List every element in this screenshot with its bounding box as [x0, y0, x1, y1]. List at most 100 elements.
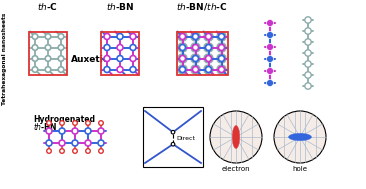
- Circle shape: [58, 45, 64, 50]
- Ellipse shape: [288, 133, 311, 141]
- Text: $\it{th}$-BN: $\it{th}$-BN: [33, 121, 57, 132]
- Circle shape: [203, 64, 214, 75]
- Circle shape: [210, 111, 262, 163]
- Circle shape: [216, 42, 227, 53]
- Circle shape: [205, 33, 212, 40]
- Circle shape: [219, 67, 224, 73]
- Circle shape: [171, 142, 175, 146]
- Text: Hydrogenated: Hydrogenated: [33, 115, 95, 123]
- Text: electron: electron: [222, 166, 250, 172]
- Circle shape: [130, 67, 136, 73]
- Circle shape: [98, 128, 104, 134]
- Circle shape: [86, 121, 90, 125]
- Circle shape: [117, 33, 123, 40]
- Text: $\it{th}$-BN: $\it{th}$-BN: [106, 2, 134, 12]
- Circle shape: [216, 64, 227, 75]
- Circle shape: [130, 56, 136, 61]
- Circle shape: [216, 53, 227, 64]
- Circle shape: [72, 140, 78, 146]
- Circle shape: [305, 50, 311, 56]
- Circle shape: [177, 31, 188, 42]
- Circle shape: [32, 67, 38, 72]
- Bar: [143, 107, 203, 167]
- Circle shape: [73, 149, 77, 153]
- Circle shape: [203, 53, 214, 64]
- Circle shape: [190, 31, 201, 42]
- Circle shape: [305, 72, 311, 78]
- Text: hole: hole: [292, 166, 307, 172]
- Circle shape: [104, 33, 110, 40]
- Circle shape: [193, 33, 198, 40]
- Circle shape: [59, 140, 65, 146]
- Text: $\it{th}$-BN/$\it{th}$-C: $\it{th}$-BN/$\it{th}$-C: [176, 2, 228, 12]
- Circle shape: [266, 67, 273, 74]
- Circle shape: [179, 33, 186, 40]
- Circle shape: [45, 34, 51, 39]
- Circle shape: [219, 33, 224, 40]
- Circle shape: [45, 56, 51, 61]
- Circle shape: [32, 34, 38, 39]
- Circle shape: [305, 83, 311, 89]
- Text: $\it{th}$-C: $\it{th}$-C: [37, 2, 59, 12]
- Circle shape: [179, 44, 186, 50]
- Circle shape: [73, 121, 77, 125]
- Circle shape: [203, 31, 214, 42]
- Circle shape: [59, 128, 65, 134]
- Circle shape: [117, 56, 123, 61]
- Circle shape: [266, 43, 273, 50]
- Circle shape: [305, 61, 311, 67]
- Circle shape: [171, 130, 175, 134]
- Circle shape: [266, 56, 273, 63]
- Circle shape: [193, 44, 198, 50]
- Circle shape: [60, 121, 64, 125]
- Circle shape: [274, 111, 326, 163]
- Circle shape: [266, 80, 273, 87]
- Circle shape: [177, 64, 188, 75]
- Circle shape: [104, 44, 110, 50]
- Circle shape: [190, 53, 201, 64]
- Circle shape: [58, 67, 64, 72]
- Circle shape: [85, 128, 91, 134]
- Circle shape: [305, 17, 311, 23]
- Circle shape: [60, 149, 64, 153]
- Circle shape: [117, 67, 123, 73]
- Circle shape: [177, 42, 188, 53]
- Circle shape: [58, 56, 64, 61]
- Circle shape: [179, 56, 186, 61]
- Bar: [29, 32, 67, 74]
- Circle shape: [47, 149, 51, 153]
- Circle shape: [219, 44, 224, 50]
- Circle shape: [45, 67, 51, 72]
- Circle shape: [98, 140, 104, 146]
- Circle shape: [190, 42, 201, 53]
- Circle shape: [203, 42, 214, 53]
- Circle shape: [104, 67, 110, 73]
- Circle shape: [179, 67, 186, 73]
- Circle shape: [72, 128, 78, 134]
- Circle shape: [32, 56, 38, 61]
- Circle shape: [32, 45, 38, 50]
- Circle shape: [47, 121, 51, 125]
- Circle shape: [205, 44, 212, 50]
- Circle shape: [205, 67, 212, 73]
- Circle shape: [305, 39, 311, 45]
- Bar: [176, 32, 228, 74]
- Circle shape: [46, 128, 52, 134]
- Circle shape: [45, 45, 51, 50]
- Circle shape: [86, 149, 90, 153]
- Circle shape: [193, 67, 198, 73]
- Circle shape: [190, 64, 201, 75]
- Circle shape: [216, 31, 227, 42]
- Circle shape: [266, 32, 273, 39]
- Circle shape: [99, 149, 103, 153]
- Ellipse shape: [232, 125, 240, 148]
- Circle shape: [177, 53, 188, 64]
- Circle shape: [85, 140, 91, 146]
- Circle shape: [130, 44, 136, 50]
- Circle shape: [99, 121, 103, 125]
- Text: Auxetic: Auxetic: [71, 54, 109, 64]
- Circle shape: [266, 19, 273, 26]
- Text: Tetrahexagonal nanosheets: Tetrahexagonal nanosheets: [3, 13, 7, 105]
- Bar: [101, 32, 139, 74]
- Circle shape: [205, 56, 212, 61]
